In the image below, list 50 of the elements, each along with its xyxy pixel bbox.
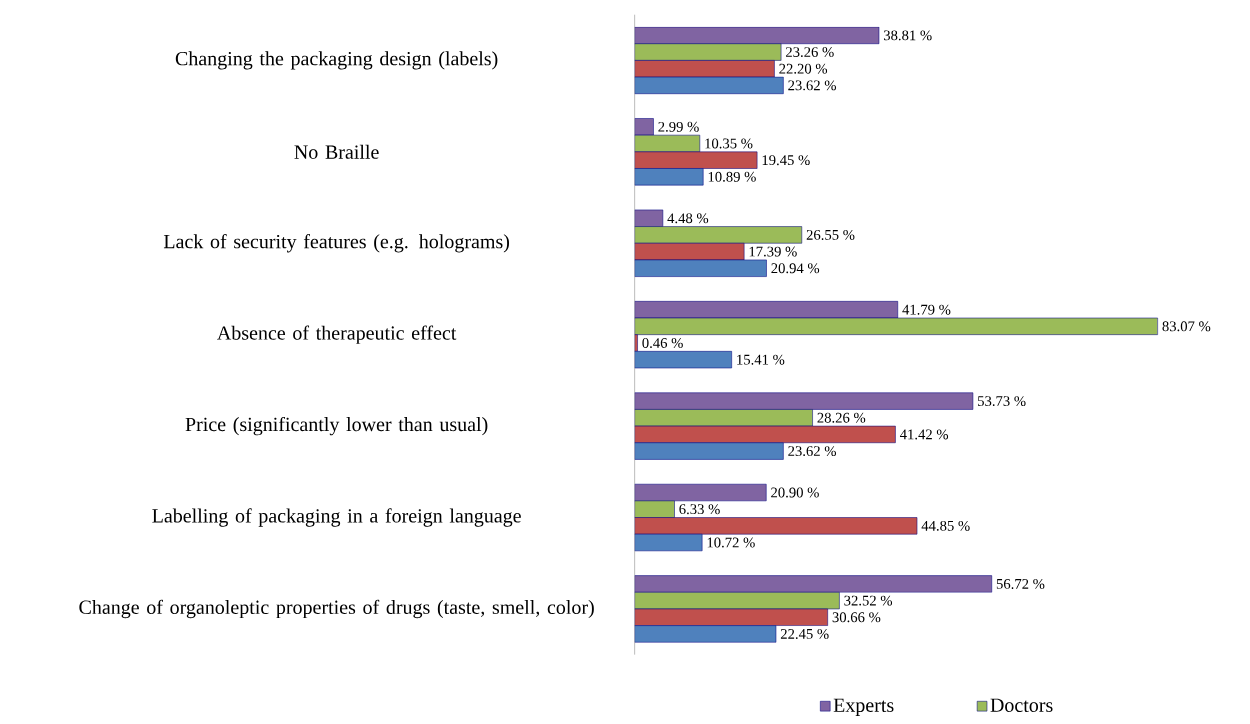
y-tick-label: Absence of therapeutic effect	[217, 325, 457, 344]
y-tick-label: Changing the packaging design (labels)	[175, 51, 498, 70]
data-label: 10.35 %	[705, 138, 753, 149]
bar	[634, 517, 918, 535]
bar	[634, 409, 813, 427]
data-label: 23.62 %	[788, 80, 836, 91]
bar	[634, 425, 896, 444]
data-label: 41.79 %	[902, 304, 951, 315]
bar	[634, 226, 803, 244]
data-label: 19.45 %	[762, 155, 810, 166]
data-label: 23.62 %	[788, 446, 836, 457]
y-tick-label: Change of organoleptic properties of drugs (taste, smell, color)	[79, 599, 594, 619]
data-label: 10.89 %	[708, 171, 756, 182]
data-label: 32.52 %	[844, 595, 893, 606]
data-label: 22.20 %	[779, 63, 828, 74]
y-tick-label: Labelling of packaging in a foreign language	[152, 508, 521, 527]
data-label: 20.90 %	[771, 487, 819, 498]
data-label: 4.48 %	[667, 213, 709, 224]
data-label: 17.39 %	[749, 246, 797, 257]
data-label: 83.07 %	[1162, 321, 1211, 332]
data-label: 28.26 %	[817, 412, 866, 423]
legend-label: Experts	[833, 698, 894, 717]
data-label: 15.41 %	[737, 354, 785, 365]
data-label: 38.81 %	[883, 30, 932, 41]
bar	[634, 151, 758, 169]
data-label: 23.26 %	[786, 47, 834, 58]
bar	[634, 317, 1158, 335]
data-label: 30.66 %	[832, 612, 881, 623]
data-label: 26.55 %	[806, 229, 855, 240]
bar	[634, 592, 840, 610]
y-tick-label: Lack of security features (e.g. holograms)	[163, 234, 510, 253]
data-label: 44.85 %	[921, 520, 970, 531]
bar	[634, 442, 784, 460]
y-tick-label: Price (significantly lower than usual)	[185, 416, 488, 436]
data-label: 10.72 %	[707, 537, 755, 548]
legend-label: Doctors	[990, 698, 1053, 712]
data-label: 56.72 %	[996, 578, 1045, 589]
bar	[634, 43, 782, 61]
bar	[634, 608, 828, 626]
data-label: 22.45 %	[780, 628, 829, 639]
data-label: 2.99 %	[658, 121, 699, 132]
data-label: 0.46 %	[642, 338, 683, 348]
data-label: 53.73 %	[978, 396, 1026, 407]
data-label: 20.94 %	[771, 263, 820, 274]
bar	[634, 76, 784, 94]
bar	[634, 168, 704, 186]
y-tick-label: No Braille	[294, 144, 379, 159]
data-label: 6.33 %	[679, 504, 720, 515]
data-label: 41.42 %	[899, 429, 949, 440]
bar	[634, 625, 777, 643]
